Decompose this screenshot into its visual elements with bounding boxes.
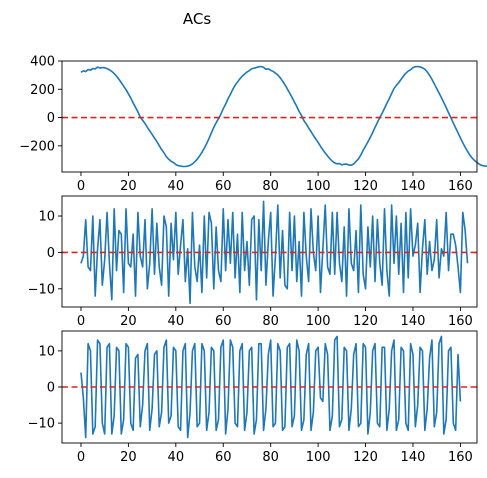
y-tick-label: 0 bbox=[47, 111, 55, 126]
x-tick-label: 60 bbox=[215, 450, 232, 465]
x-tick-label: 40 bbox=[168, 179, 185, 194]
x-tick-label: 140 bbox=[401, 450, 426, 465]
x-tick-label: 160 bbox=[448, 314, 473, 329]
x-tick-label: 20 bbox=[120, 179, 137, 194]
x-tick-label: 100 bbox=[306, 450, 331, 465]
series-line-1 bbox=[80, 335, 462, 439]
x-tick-label: 40 bbox=[168, 450, 185, 465]
x-tick-label: 40 bbox=[168, 314, 185, 329]
x-tick-label: 100 bbox=[306, 314, 331, 329]
x-tick-label: 0 bbox=[77, 450, 85, 465]
x-tick-label: 80 bbox=[262, 314, 279, 329]
y-tick-label: 0 bbox=[47, 246, 55, 261]
x-tick-label: 100 bbox=[306, 179, 331, 194]
x-tick-label: 120 bbox=[353, 179, 378, 194]
y-tick-label: 400 bbox=[30, 55, 55, 70]
y-tick-label: 10 bbox=[38, 344, 55, 359]
axes-frame bbox=[61, 195, 478, 308]
axes-frame bbox=[61, 60, 478, 173]
series-line-1 bbox=[80, 200, 469, 305]
x-tick-label: 0 bbox=[77, 314, 85, 329]
x-tick-label: 160 bbox=[448, 179, 473, 194]
x-tick-label: 80 bbox=[262, 450, 279, 465]
y-tick-label: −10 bbox=[28, 417, 55, 432]
x-tick-label: 140 bbox=[401, 179, 426, 194]
y-tick-label: −200 bbox=[19, 139, 55, 154]
x-tick-label: 60 bbox=[215, 179, 232, 194]
x-tick-label: 60 bbox=[215, 314, 232, 329]
y-tick-label: −10 bbox=[28, 282, 55, 297]
x-tick-label: 120 bbox=[353, 314, 378, 329]
y-tick-label: 10 bbox=[38, 210, 55, 225]
series-line-1 bbox=[80, 65, 487, 168]
x-tick-label: 20 bbox=[120, 314, 137, 329]
x-tick-label: 0 bbox=[77, 179, 85, 194]
y-tick-label: 0 bbox=[47, 381, 55, 396]
x-tick-label: 80 bbox=[262, 179, 279, 194]
figure-title: ACs bbox=[183, 10, 211, 28]
y-tick-label: 200 bbox=[30, 83, 55, 98]
x-tick-label: 120 bbox=[353, 450, 378, 465]
x-tick-label: 20 bbox=[120, 450, 137, 465]
x-tick-label: 160 bbox=[448, 450, 473, 465]
x-tick-label: 140 bbox=[401, 314, 426, 329]
subplot-1: 0 20 40 60 80 100 120 140 160 400 200 0 −200 bbox=[19, 55, 487, 194]
